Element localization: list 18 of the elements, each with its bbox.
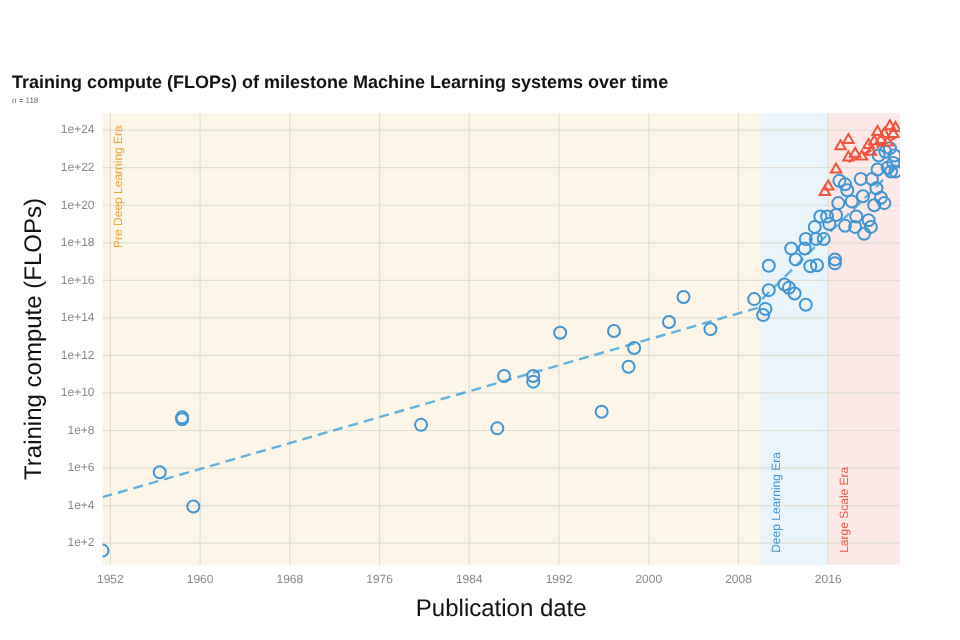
point <box>842 150 855 162</box>
point <box>868 134 881 146</box>
point <box>829 162 843 174</box>
point <box>889 121 900 133</box>
point <box>822 179 835 191</box>
point <box>871 124 884 136</box>
point <box>862 138 875 150</box>
point <box>848 146 862 158</box>
point <box>883 119 897 131</box>
point <box>834 139 847 151</box>
y-axis-title: Training compute (FLOPs) <box>19 198 48 480</box>
x-axis-title: Publication date <box>415 594 588 623</box>
point <box>842 132 855 144</box>
point <box>881 135 894 147</box>
point <box>855 149 869 161</box>
point <box>818 185 832 197</box>
point <box>864 144 878 156</box>
chart-title: Training compute (FLOPs) of milestone Machine Learning systems over time <box>12 71 669 92</box>
